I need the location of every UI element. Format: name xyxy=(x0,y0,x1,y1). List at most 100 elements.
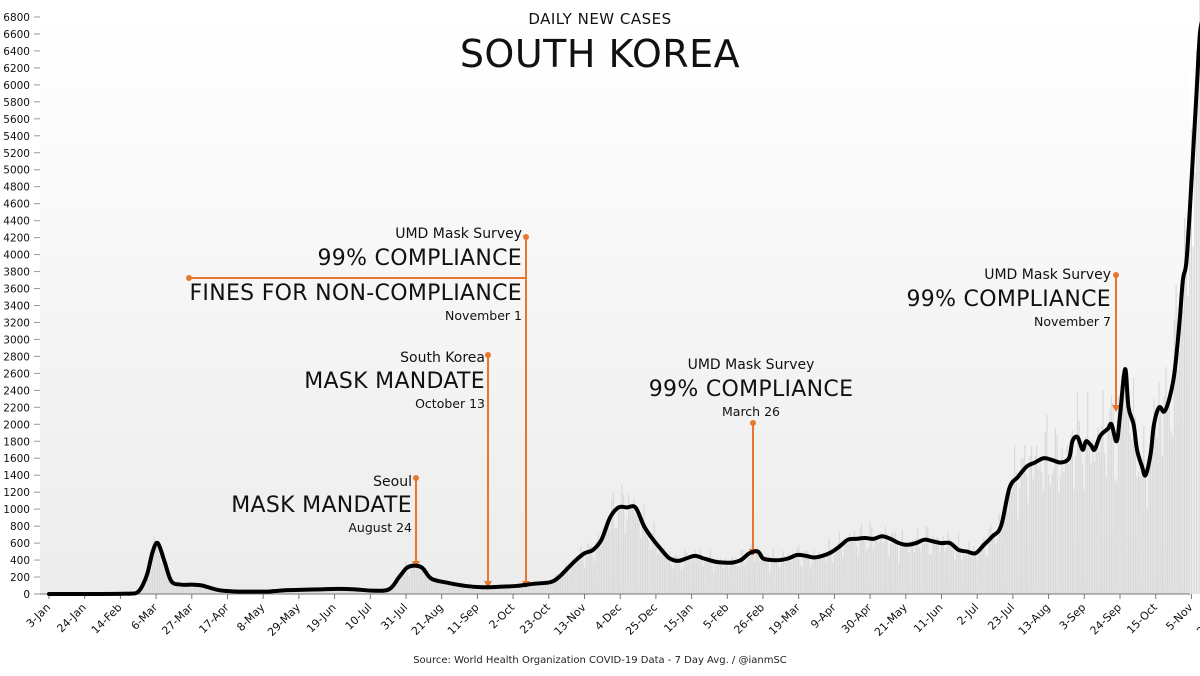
daily-bar xyxy=(446,581,448,594)
daily-bar xyxy=(507,586,509,594)
daily-bar xyxy=(172,581,174,594)
daily-bar xyxy=(538,585,540,594)
daily-bar xyxy=(1148,466,1150,594)
daily-bar xyxy=(1034,455,1036,594)
daily-bar xyxy=(646,537,648,594)
daily-bar xyxy=(488,586,490,594)
daily-bar xyxy=(939,551,941,594)
daily-bar xyxy=(453,583,455,594)
y-tick-label: 6200 xyxy=(3,63,30,75)
y-tick-label: 1600 xyxy=(3,453,30,465)
daily-bar xyxy=(468,583,470,594)
daily-bar xyxy=(1189,179,1191,594)
daily-bar xyxy=(597,533,599,594)
y-tick-label: 5200 xyxy=(3,148,30,160)
daily-bar xyxy=(611,498,613,594)
daily-bar xyxy=(517,586,519,594)
daily-bar xyxy=(956,547,958,594)
daily-bar xyxy=(1056,434,1058,594)
daily-bar xyxy=(444,582,446,594)
daily-bar xyxy=(1155,422,1157,594)
daily-bar xyxy=(536,584,538,594)
daily-bar xyxy=(920,550,922,594)
daily-bar xyxy=(828,538,830,594)
daily-bar xyxy=(555,574,557,594)
daily-bar xyxy=(1005,496,1007,594)
daily-bar xyxy=(791,561,793,594)
y-tick-label: 3800 xyxy=(3,267,30,279)
seoul-annotation-dot xyxy=(413,475,419,481)
daily-bar xyxy=(1051,473,1053,594)
daily-bar xyxy=(1119,393,1121,594)
daily-bar xyxy=(816,559,818,594)
daily-bar xyxy=(689,557,691,594)
daily-bar xyxy=(1037,468,1039,594)
daily-bar xyxy=(716,557,718,594)
daily-bar xyxy=(969,555,971,594)
umd-nov1-annotation-dot xyxy=(523,234,529,240)
daily-bar xyxy=(529,584,531,594)
daily-bar xyxy=(1116,481,1118,594)
daily-bar xyxy=(451,582,453,594)
daily-bar xyxy=(1141,460,1143,594)
daily-bar xyxy=(1000,522,1002,594)
daily-bar xyxy=(498,585,501,594)
annotation-date: August 24 xyxy=(348,519,412,535)
daily-bar xyxy=(1117,396,1119,594)
daily-bar xyxy=(704,561,706,594)
daily-bar xyxy=(820,556,822,594)
daily-bar xyxy=(187,582,189,594)
daily-bar xyxy=(658,545,660,594)
daily-bar xyxy=(913,552,915,594)
daily-bar xyxy=(852,541,854,594)
daily-bar xyxy=(861,523,863,594)
daily-bar xyxy=(279,591,281,594)
chart-subtitle: DAILY NEW CASES xyxy=(528,10,672,28)
daily-bar xyxy=(624,533,626,594)
daily-bar xyxy=(981,541,983,594)
daily-bar xyxy=(464,588,467,594)
daily-bar xyxy=(592,555,594,594)
daily-bar xyxy=(1129,433,1131,594)
daily-bar xyxy=(398,582,400,594)
y-tick-label: 3200 xyxy=(3,317,30,329)
daily-bar xyxy=(973,546,975,594)
daily-bar xyxy=(971,557,973,594)
x-tick-label: 21-May xyxy=(872,601,910,639)
daily-bar xyxy=(583,568,586,594)
daily-bar xyxy=(1187,295,1189,594)
daily-bar xyxy=(845,538,847,594)
annotation-headline: 99% COMPLIANCE xyxy=(906,286,1111,312)
daily-bar xyxy=(1144,471,1147,594)
y-tick-label: 4400 xyxy=(3,216,30,228)
daily-bar xyxy=(983,537,985,594)
daily-bar xyxy=(599,546,601,594)
daily-bar xyxy=(153,536,155,594)
daily-bar xyxy=(1059,475,1062,594)
x-tick-label: 6-Mar xyxy=(129,601,161,633)
daily-bar xyxy=(844,539,846,594)
daily-bar xyxy=(407,571,409,594)
x-tick-label: 29-May xyxy=(265,601,303,639)
daily-bar xyxy=(313,589,315,594)
daily-bar xyxy=(478,586,480,594)
daily-bar xyxy=(634,514,637,594)
daily-bar xyxy=(774,557,776,594)
y-tick-label: 2400 xyxy=(3,385,30,397)
daily-bar xyxy=(356,589,358,594)
daily-bar xyxy=(675,555,677,594)
daily-bar xyxy=(1090,463,1092,594)
daily-bar xyxy=(702,566,705,594)
daily-bar xyxy=(912,540,914,594)
daily-bar xyxy=(471,587,473,594)
daily-bar xyxy=(745,562,747,594)
daily-bar xyxy=(832,562,834,594)
daily-bar xyxy=(755,550,757,594)
daily-bar xyxy=(458,582,460,594)
annotation-headline: 99% COMPLIANCE xyxy=(648,376,854,402)
annotation-headline: 99% COMPLIANCE xyxy=(317,245,522,271)
annotation-org: Seoul xyxy=(373,474,412,490)
daily-bar xyxy=(779,567,781,594)
daily-bar xyxy=(1010,491,1012,594)
daily-bar xyxy=(519,586,521,594)
